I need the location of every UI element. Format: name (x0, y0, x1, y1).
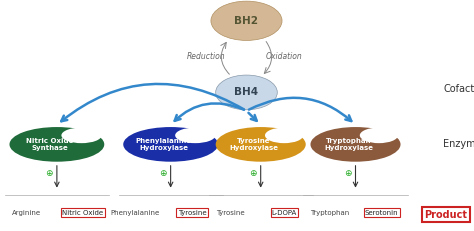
Text: Phenylalanine: Phenylalanine (110, 210, 160, 216)
Text: Tryptophan: Tryptophan (310, 210, 349, 216)
Text: Oxidation: Oxidation (266, 52, 303, 61)
Text: Nitric Oxide: Nitric Oxide (63, 210, 103, 216)
Text: ⊕: ⊕ (46, 169, 53, 178)
Ellipse shape (175, 128, 215, 143)
Ellipse shape (310, 127, 401, 162)
Text: Enzyme: Enzyme (443, 139, 474, 149)
Text: Serotonin: Serotonin (365, 210, 398, 216)
Text: Cofactor: Cofactor (443, 84, 474, 94)
Text: Tyrosine: Tyrosine (217, 210, 245, 216)
Ellipse shape (216, 75, 277, 110)
Text: L-DOPA: L-DOPA (272, 210, 297, 216)
Text: Tyrosine: Tyrosine (178, 210, 206, 216)
Text: Tyrosine
Hydroxylase: Tyrosine Hydroxylase (229, 138, 278, 151)
Ellipse shape (360, 128, 398, 143)
Ellipse shape (216, 127, 306, 162)
Ellipse shape (61, 128, 101, 143)
Text: BH4: BH4 (235, 87, 258, 97)
Text: Phenylalanine
Hydroxylase: Phenylalanine Hydroxylase (136, 138, 191, 151)
Text: Arginine: Arginine (11, 210, 41, 216)
Ellipse shape (123, 127, 218, 162)
Text: ⊕: ⊕ (159, 169, 167, 178)
Ellipse shape (9, 127, 104, 162)
Text: ⊕: ⊕ (249, 169, 257, 178)
Ellipse shape (211, 1, 282, 40)
Text: Product: Product (424, 210, 467, 220)
Text: ⊕: ⊕ (344, 169, 352, 178)
Text: Tryptophan
Hydroxylase: Tryptophan Hydroxylase (324, 138, 373, 151)
Text: Reduction: Reduction (187, 52, 226, 61)
Text: BH2: BH2 (235, 16, 258, 26)
Ellipse shape (265, 128, 303, 143)
Text: Nitric Oxide
Synthase: Nitric Oxide Synthase (26, 138, 73, 151)
